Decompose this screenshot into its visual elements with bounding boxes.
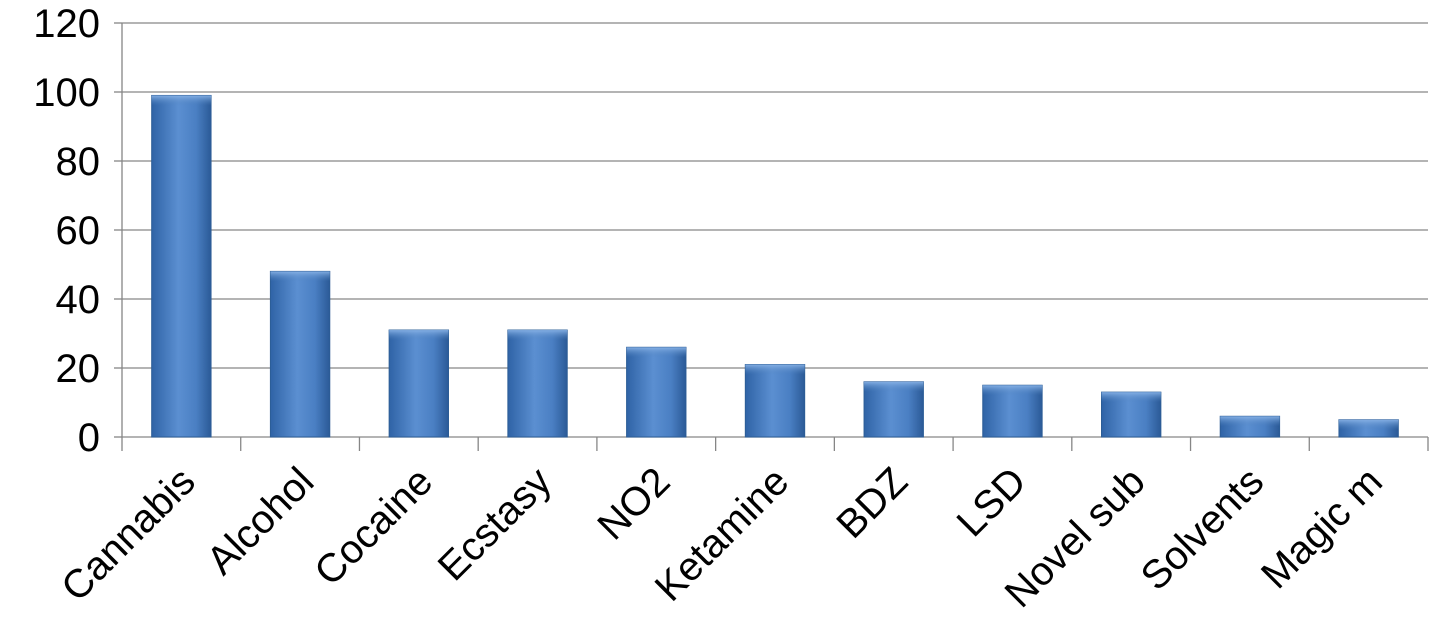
- bar-highlight: [626, 347, 686, 358]
- bar-highlight: [864, 381, 924, 392]
- y-tick-label: 20: [56, 347, 101, 391]
- bar-rect: [626, 346, 687, 438]
- x-tick-label: Cannabis: [53, 459, 204, 610]
- x-tick-label: NO2: [589, 459, 678, 548]
- y-tick-label: 120: [33, 2, 100, 46]
- bar-rect: [744, 364, 806, 438]
- y-tick-label: 0: [78, 416, 100, 460]
- bar-bdz: [863, 381, 924, 438]
- bar-highlight: [151, 95, 212, 106]
- bar-cannabis: [151, 94, 212, 438]
- x-tick-label: Cocaine: [306, 459, 441, 594]
- x-tick-label: Ecstasy: [430, 459, 560, 589]
- y-tick-label: 80: [56, 140, 101, 184]
- bar-alcohol: [269, 270, 331, 438]
- bar-rect: [507, 329, 568, 438]
- x-tick-label: BDZ: [828, 459, 916, 547]
- bar-ketamine: [744, 364, 806, 438]
- x-tick-label: Magic m: [1253, 459, 1391, 597]
- bar-highlight: [1338, 419, 1399, 430]
- bar-lsd: [982, 384, 1043, 438]
- bar-highlight: [507, 330, 568, 341]
- bar-highlight: [389, 330, 449, 341]
- bar-rect: [269, 270, 331, 438]
- y-tick-label: 40: [56, 278, 101, 322]
- y-tick-label: 100: [33, 71, 100, 115]
- gridlines: [122, 22, 1428, 369]
- bar-highlight: [270, 271, 330, 282]
- bar-rect: [151, 94, 212, 438]
- y-tick-label: 60: [56, 209, 101, 253]
- bar-rect: [388, 329, 449, 438]
- y-axis-tick-labels: 0 20 40 60 80 100 120: [33, 2, 100, 460]
- bar-highlight: [1101, 392, 1161, 403]
- x-tick-label: Alcohol: [199, 459, 323, 583]
- bar-highlight: [1220, 416, 1280, 427]
- bar-highlight: [982, 385, 1043, 396]
- bar-ecstasy: [507, 329, 568, 438]
- x-tick-label: LSD: [949, 459, 1035, 545]
- bar-novel-sub: [1101, 391, 1162, 438]
- bar-no2: [626, 346, 687, 438]
- x-tick-label: Solvents: [1133, 459, 1273, 599]
- bar-magic-m: [1338, 419, 1399, 438]
- bar-solvents: [1219, 415, 1281, 438]
- bars: [151, 94, 1399, 438]
- bar-highlight: [745, 364, 805, 375]
- bar-cocaine: [388, 329, 449, 438]
